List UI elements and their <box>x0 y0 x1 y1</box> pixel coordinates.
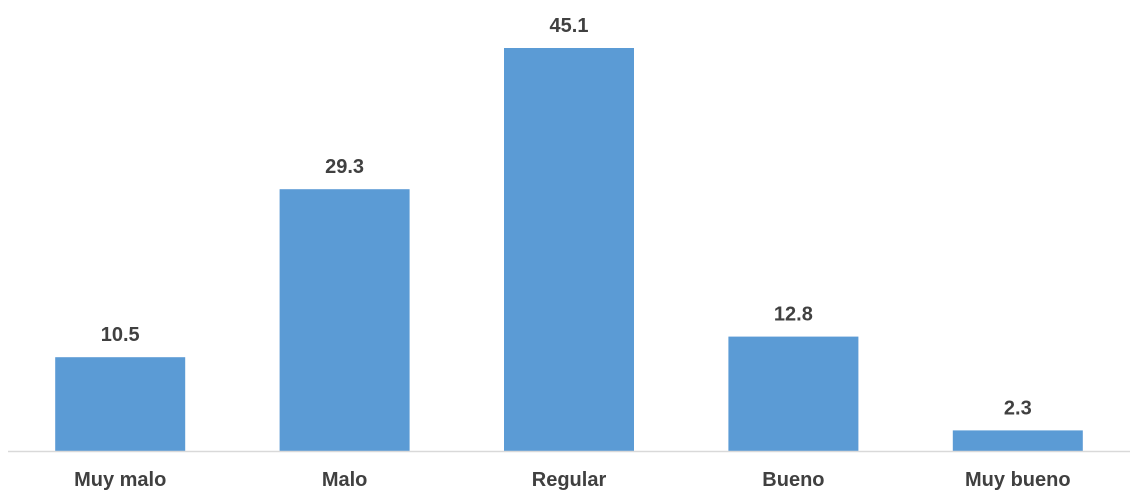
data-label-3: 12.8 <box>774 304 813 326</box>
bar-3 <box>728 336 859 451</box>
x-tick-label-3: Bueno <box>762 469 824 491</box>
data-label-4: 2.3 <box>1004 397 1032 419</box>
x-tick-label-0: Muy malo <box>74 469 166 491</box>
data-labels-layer: 10.5 29.3 45.1 12.8 2.3 <box>101 15 1032 419</box>
data-label-1: 29.3 <box>325 156 364 178</box>
x-tick-label-1: Malo <box>322 469 368 491</box>
data-label-2: 45.1 <box>550 15 589 37</box>
x-tick-labels-layer: Muy malo Malo Regular Bueno Muy bueno <box>74 469 1070 491</box>
x-tick-label-4: Muy bueno <box>965 469 1071 491</box>
x-tick-label-2: Regular <box>532 469 607 491</box>
data-label-0: 10.5 <box>101 324 140 346</box>
bar-1 <box>279 189 410 451</box>
bars-layer <box>55 48 1083 451</box>
bar-4 <box>952 430 1083 451</box>
bar-0 <box>55 357 186 451</box>
bar-2 <box>504 48 634 451</box>
